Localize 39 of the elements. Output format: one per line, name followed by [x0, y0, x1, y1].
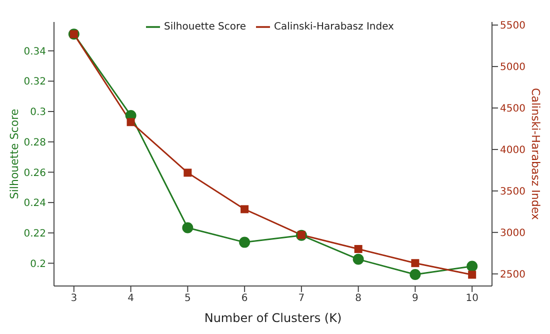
legend-label: Silhouette Score [164, 22, 246, 33]
y-tick-label: 0.26 [24, 168, 46, 179]
y-tick-label: 0.24 [24, 198, 46, 210]
y-tick-label: 0.34 [24, 46, 46, 58]
point [184, 168, 192, 177]
point [352, 254, 364, 265]
y2-tick-label: 5500 [500, 20, 526, 32]
y-tick-label: 0.28 [24, 137, 46, 148]
legend-label: Calinski-Harabasz Index [274, 22, 394, 33]
x-tick-label: 7 [298, 293, 305, 304]
point [411, 259, 420, 268]
y-tick-label: 0.32 [24, 76, 46, 88]
y2-tick-label: 4000 [500, 145, 526, 156]
point [239, 236, 250, 248]
y2-tick-label: 3000 [500, 228, 526, 239]
x-tick-label: 8 [355, 293, 362, 304]
y-axis-title: Silhouette Score [8, 108, 21, 200]
x-tick-label: 4 [128, 293, 134, 304]
point [126, 118, 135, 126]
x-tick-label: 10 [466, 293, 478, 304]
x-tick-label: 6 [241, 293, 248, 304]
x-tick-label: 9 [412, 293, 418, 304]
y2-tick-label: 4500 [500, 104, 526, 115]
y2-axis-title: Calinski-Harabasz Index [529, 88, 542, 220]
y2-tick-label: 3500 [500, 186, 526, 198]
point [468, 270, 476, 279]
x-tick-label: 5 [184, 293, 191, 304]
point [466, 260, 478, 272]
x-tick-label: 3 [70, 293, 78, 304]
y-tick-label: 0.2 [30, 258, 46, 270]
point [354, 245, 362, 254]
y-tick-label: 0.22 [24, 228, 46, 240]
point [182, 222, 194, 234]
y-tick-label: 0.3 [30, 107, 46, 118]
y2-tick-label: 2500 [500, 269, 526, 280]
x-axis-title: Number of Clusters (K) [204, 311, 342, 325]
point [410, 268, 421, 280]
point [240, 205, 249, 214]
y2-tick-label: 5000 [500, 62, 526, 74]
